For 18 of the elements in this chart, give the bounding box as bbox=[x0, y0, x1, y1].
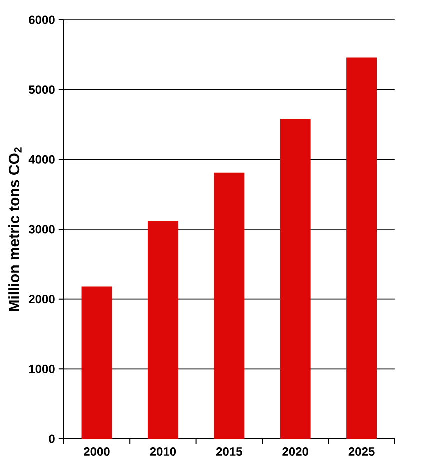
x-tick-label: 2020 bbox=[282, 448, 308, 456]
y-tick-label: 3000 bbox=[28, 225, 55, 234]
bar bbox=[214, 172, 245, 439]
y-tick-label: 1000 bbox=[29, 364, 55, 374]
y-tick-label: 4000 bbox=[28, 155, 55, 164]
y-tick-label: 5000 bbox=[29, 86, 55, 94]
y-axis-title: Million metric tons CO$_{2}$ bbox=[8, 148, 22, 312]
bar bbox=[346, 58, 378, 439]
bar bbox=[148, 221, 178, 439]
y-tick-label: 6000 bbox=[29, 16, 55, 24]
x-tick-label: 2010 bbox=[150, 448, 176, 456]
x-tick-label: 2000 bbox=[84, 448, 110, 456]
x-tick-label: 2025 bbox=[348, 448, 375, 456]
bar bbox=[280, 119, 311, 439]
x-tick-label: 2015 bbox=[216, 448, 242, 456]
bar bbox=[82, 286, 112, 439]
y-tick-label: 0 bbox=[49, 434, 55, 444]
y-tick-label: 2000 bbox=[29, 295, 55, 304]
